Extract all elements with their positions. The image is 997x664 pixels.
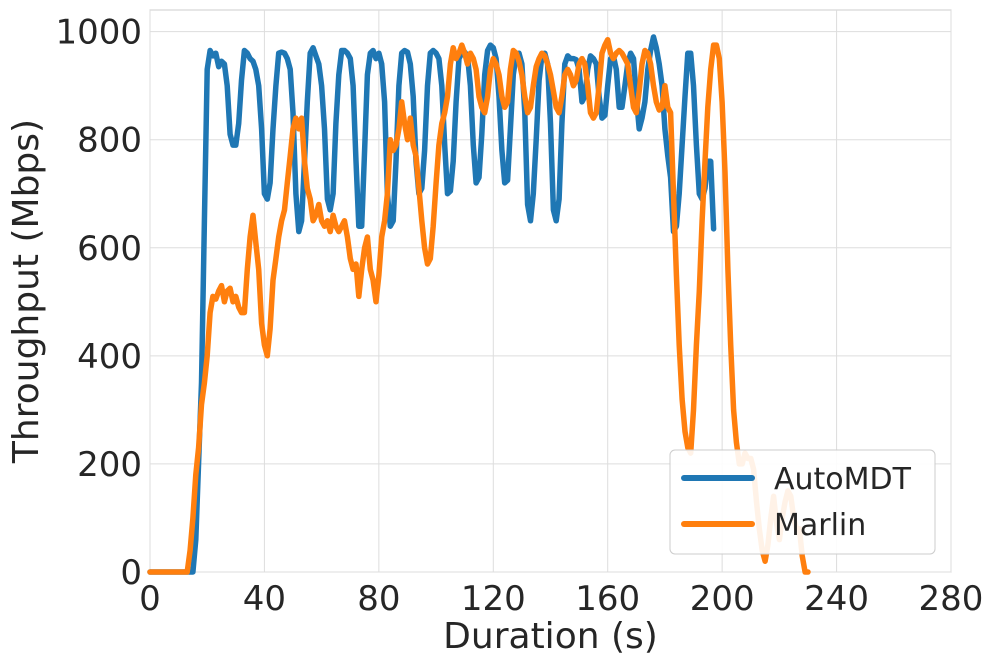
x-tick-label: 200 xyxy=(690,579,755,619)
y-tick-label: 200 xyxy=(77,445,142,485)
x-tick-labels: 0 40 80 120 160 200 240 280 xyxy=(139,579,983,619)
x-tick-label: 280 xyxy=(919,579,984,619)
y-tick-labels: 0 200 400 600 800 1000 xyxy=(55,13,142,593)
y-tick-label: 600 xyxy=(77,229,142,269)
x-tick-label: 0 xyxy=(139,579,161,619)
x-tick-label: 120 xyxy=(461,579,526,619)
x-axis-title: Duration (s) xyxy=(443,616,658,657)
series-line-marlin xyxy=(147,36,811,575)
y-axis-title: Throughput (Mbps) xyxy=(6,119,47,464)
x-tick-label: 80 xyxy=(357,579,400,619)
legend-label-automdt: AutoMDT xyxy=(774,462,912,497)
series-line-automdt xyxy=(147,34,717,575)
legend-label-marlin: Marlin xyxy=(774,508,866,543)
y-tick-label: 400 xyxy=(77,337,142,377)
y-tick-label: 800 xyxy=(77,121,142,161)
x-tick-label: 240 xyxy=(804,579,869,619)
series-lines xyxy=(147,34,811,575)
y-tick-label: 0 xyxy=(120,553,142,593)
x-tick-label: 40 xyxy=(243,579,286,619)
y-tick-label: 1000 xyxy=(55,13,142,53)
x-tick-label: 160 xyxy=(575,579,640,619)
legend: AutoMDT Marlin xyxy=(669,449,936,555)
